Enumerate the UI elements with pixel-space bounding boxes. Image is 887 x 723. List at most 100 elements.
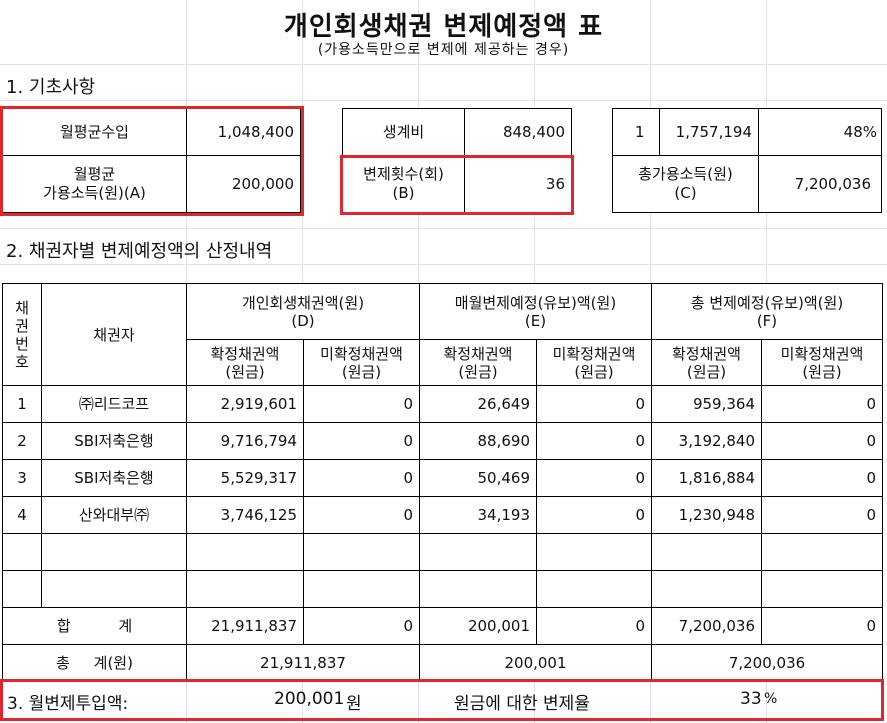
row-e-unconfirmed[interactable]: 0 — [536, 385, 652, 423]
total-available-label-line1: 총가용소득(원) — [638, 165, 733, 184]
total-available-value[interactable]: 7,200,036 — [758, 155, 882, 213]
empty-cell[interactable] — [303, 533, 420, 571]
side-index: 1 — [612, 108, 660, 156]
sum-f-unconfirmed: 0 — [761, 607, 883, 645]
empty-cell[interactable] — [536, 570, 652, 608]
header-creditor-no-line1: 채권 — [15, 298, 29, 335]
living-cost-value[interactable]: 848,400 — [464, 108, 572, 156]
row-e-unconfirmed[interactable]: 0 — [536, 422, 652, 460]
available-income-label-line2: 가용소득(원)(A) — [43, 184, 146, 202]
header-d-unconfirmed-line1: 미확정채권액 — [320, 344, 403, 363]
monthly-payment-row: 3. 월변제투입액: 200,001 원 원금에 대한 변제율 33 % — [2, 680, 882, 720]
row-creditor[interactable]: SBI저축은행 — [41, 459, 187, 497]
row-f-unconfirmed[interactable]: 0 — [761, 459, 883, 497]
repay-count-label-line2: (B) — [392, 184, 415, 202]
monthly-income-label: 월평균수입 — [2, 108, 187, 156]
empty-cell[interactable] — [41, 570, 187, 608]
row-f-confirmed[interactable]: 3,192,840 — [651, 422, 762, 460]
row-d-confirmed[interactable]: 2,919,601 — [186, 385, 304, 423]
row-e-unconfirmed[interactable]: 0 — [536, 459, 652, 497]
empty-cell[interactable] — [536, 533, 652, 571]
total-available-label-line2: (C) — [674, 184, 697, 202]
row-creditor[interactable]: SBI저축은행 — [41, 422, 187, 460]
sum-d-unconfirmed: 0 — [303, 607, 420, 645]
empty-cell[interactable] — [303, 570, 420, 608]
total-row: 총 계(원) 21,911,837 200,001 7,200,036 — [2, 644, 883, 682]
header-d-unconfirmed-line2: (원금) — [341, 362, 382, 381]
total-d: 21,911,837 — [186, 644, 420, 682]
repay-count-value[interactable]: 36 — [464, 155, 572, 213]
empty-cell[interactable] — [419, 570, 537, 608]
table-row: 4 산와대부㈜ 3,746,125 0 34,193 0 1,230,948 0 — [2, 496, 883, 534]
row-f-unconfirmed[interactable]: 0 — [761, 385, 883, 423]
header-e-confirmed-line1: 확정채권액 — [443, 344, 513, 363]
header-group-f-line1: 총 변제예정(유보)액(원) — [690, 293, 844, 312]
header-f-unconfirmed: 미확정채권액 (원금) — [761, 339, 883, 386]
header-group-e-line2: (E) — [524, 311, 547, 330]
empty-cell[interactable] — [186, 533, 304, 571]
monthly-income-value[interactable]: 1,048,400 — [186, 108, 301, 156]
row-d-unconfirmed[interactable]: 0 — [303, 459, 420, 497]
row-no: 3 — [2, 459, 42, 497]
row-d-unconfirmed[interactable]: 0 — [303, 496, 420, 534]
row-f-confirmed[interactable]: 959,364 — [651, 385, 762, 423]
header-d-confirmed-line1: 확정채권액 — [210, 344, 280, 363]
table-row-empty — [2, 533, 883, 571]
empty-cell[interactable] — [651, 533, 762, 571]
row-d-unconfirmed[interactable]: 0 — [303, 385, 420, 423]
section-2-heading: 2. 채권자별 변제예정액의 산정내역 — [6, 241, 273, 262]
header-group-e-line1: 매월변제예정(유보)액(원) — [454, 293, 617, 312]
header-f-confirmed-line2: (원금) — [686, 362, 727, 381]
row-e-confirmed[interactable]: 50,469 — [419, 459, 537, 497]
total-available-label: 총가용소득(원) (C) — [612, 155, 759, 213]
section-1-heading: 1. 기초사항 — [6, 77, 96, 98]
empty-cell[interactable] — [761, 533, 883, 571]
creditor-repayment-table: 채권 번호 채권자 개인회생채권액(원) (D) 매월변제예정(유보)액(원) … — [2, 283, 883, 682]
empty-cell[interactable] — [41, 533, 187, 571]
available-income-label-line1: 월평균 — [73, 165, 116, 184]
empty-cell[interactable] — [186, 570, 304, 608]
row-creditor[interactable]: 산와대부㈜ — [41, 496, 187, 534]
empty-cell[interactable] — [2, 533, 42, 571]
header-f-confirmed-line1: 확정채권액 — [671, 344, 741, 363]
empty-cell[interactable] — [2, 570, 42, 608]
row-f-confirmed[interactable]: 1,816,884 — [651, 459, 762, 497]
row-d-confirmed[interactable]: 5,529,317 — [186, 459, 304, 497]
row-d-confirmed[interactable]: 3,746,125 — [186, 496, 304, 534]
row-e-confirmed[interactable]: 88,690 — [419, 422, 537, 460]
table-row-empty — [2, 570, 883, 608]
row-e-unconfirmed[interactable]: 0 — [536, 496, 652, 534]
empty-cell[interactable] — [761, 570, 883, 608]
section-3-heading: 3. 월변제투입액: — [7, 694, 129, 714]
table-row: 1 ㈜리드코프 2,919,601 0 26,649 0 959,364 0 — [2, 385, 883, 423]
header-e-unconfirmed-line1: 미확정채권액 — [552, 344, 636, 363]
row-f-unconfirmed[interactable]: 0 — [761, 422, 883, 460]
row-e-confirmed[interactable]: 34,193 — [419, 496, 537, 534]
header-group-d: 개인회생채권액(원) (D) — [186, 283, 420, 340]
repayment-ratio-value[interactable]: 33 — [740, 689, 762, 709]
header-group-d-line1: 개인회생채권액(원) — [241, 293, 365, 312]
row-creditor[interactable]: ㈜리드코프 — [41, 385, 187, 423]
empty-cell[interactable] — [419, 533, 537, 571]
header-e-unconfirmed-line2: (원금) — [574, 362, 614, 381]
row-d-confirmed[interactable]: 9,716,794 — [186, 422, 304, 460]
table-row: 2 SBI저축은행 9,716,794 0 88,690 0 3,192,840… — [2, 422, 883, 460]
row-no: 1 — [2, 385, 42, 423]
table-row: 3 SBI저축은행 5,529,317 0 50,469 0 1,816,884… — [2, 459, 883, 497]
empty-cell[interactable] — [651, 570, 762, 608]
row-f-unconfirmed[interactable]: 0 — [761, 496, 883, 534]
header-d-confirmed-line2: (원금) — [225, 362, 265, 381]
row-d-unconfirmed[interactable]: 0 — [303, 422, 420, 460]
available-income-value[interactable]: 200,000 — [186, 155, 301, 213]
sum-f-confirmed: 7,200,036 — [651, 607, 762, 645]
sum-e-unconfirmed: 0 — [536, 607, 652, 645]
header-f-confirmed: 확정채권액 (원금) — [651, 339, 762, 386]
row-e-confirmed[interactable]: 26,649 — [419, 385, 537, 423]
row-f-confirmed[interactable]: 1,230,948 — [651, 496, 762, 534]
header-e-unconfirmed: 미확정채권액 (원금) — [536, 339, 652, 386]
monthly-payment-amount[interactable]: 200,001 — [274, 689, 345, 709]
sum-d-confirmed: 21,911,837 — [186, 607, 304, 645]
header-d-confirmed: 확정채권액 (원금) — [186, 339, 304, 386]
row-no: 4 — [2, 496, 42, 534]
header-group-f-line2: (F) — [756, 311, 778, 330]
